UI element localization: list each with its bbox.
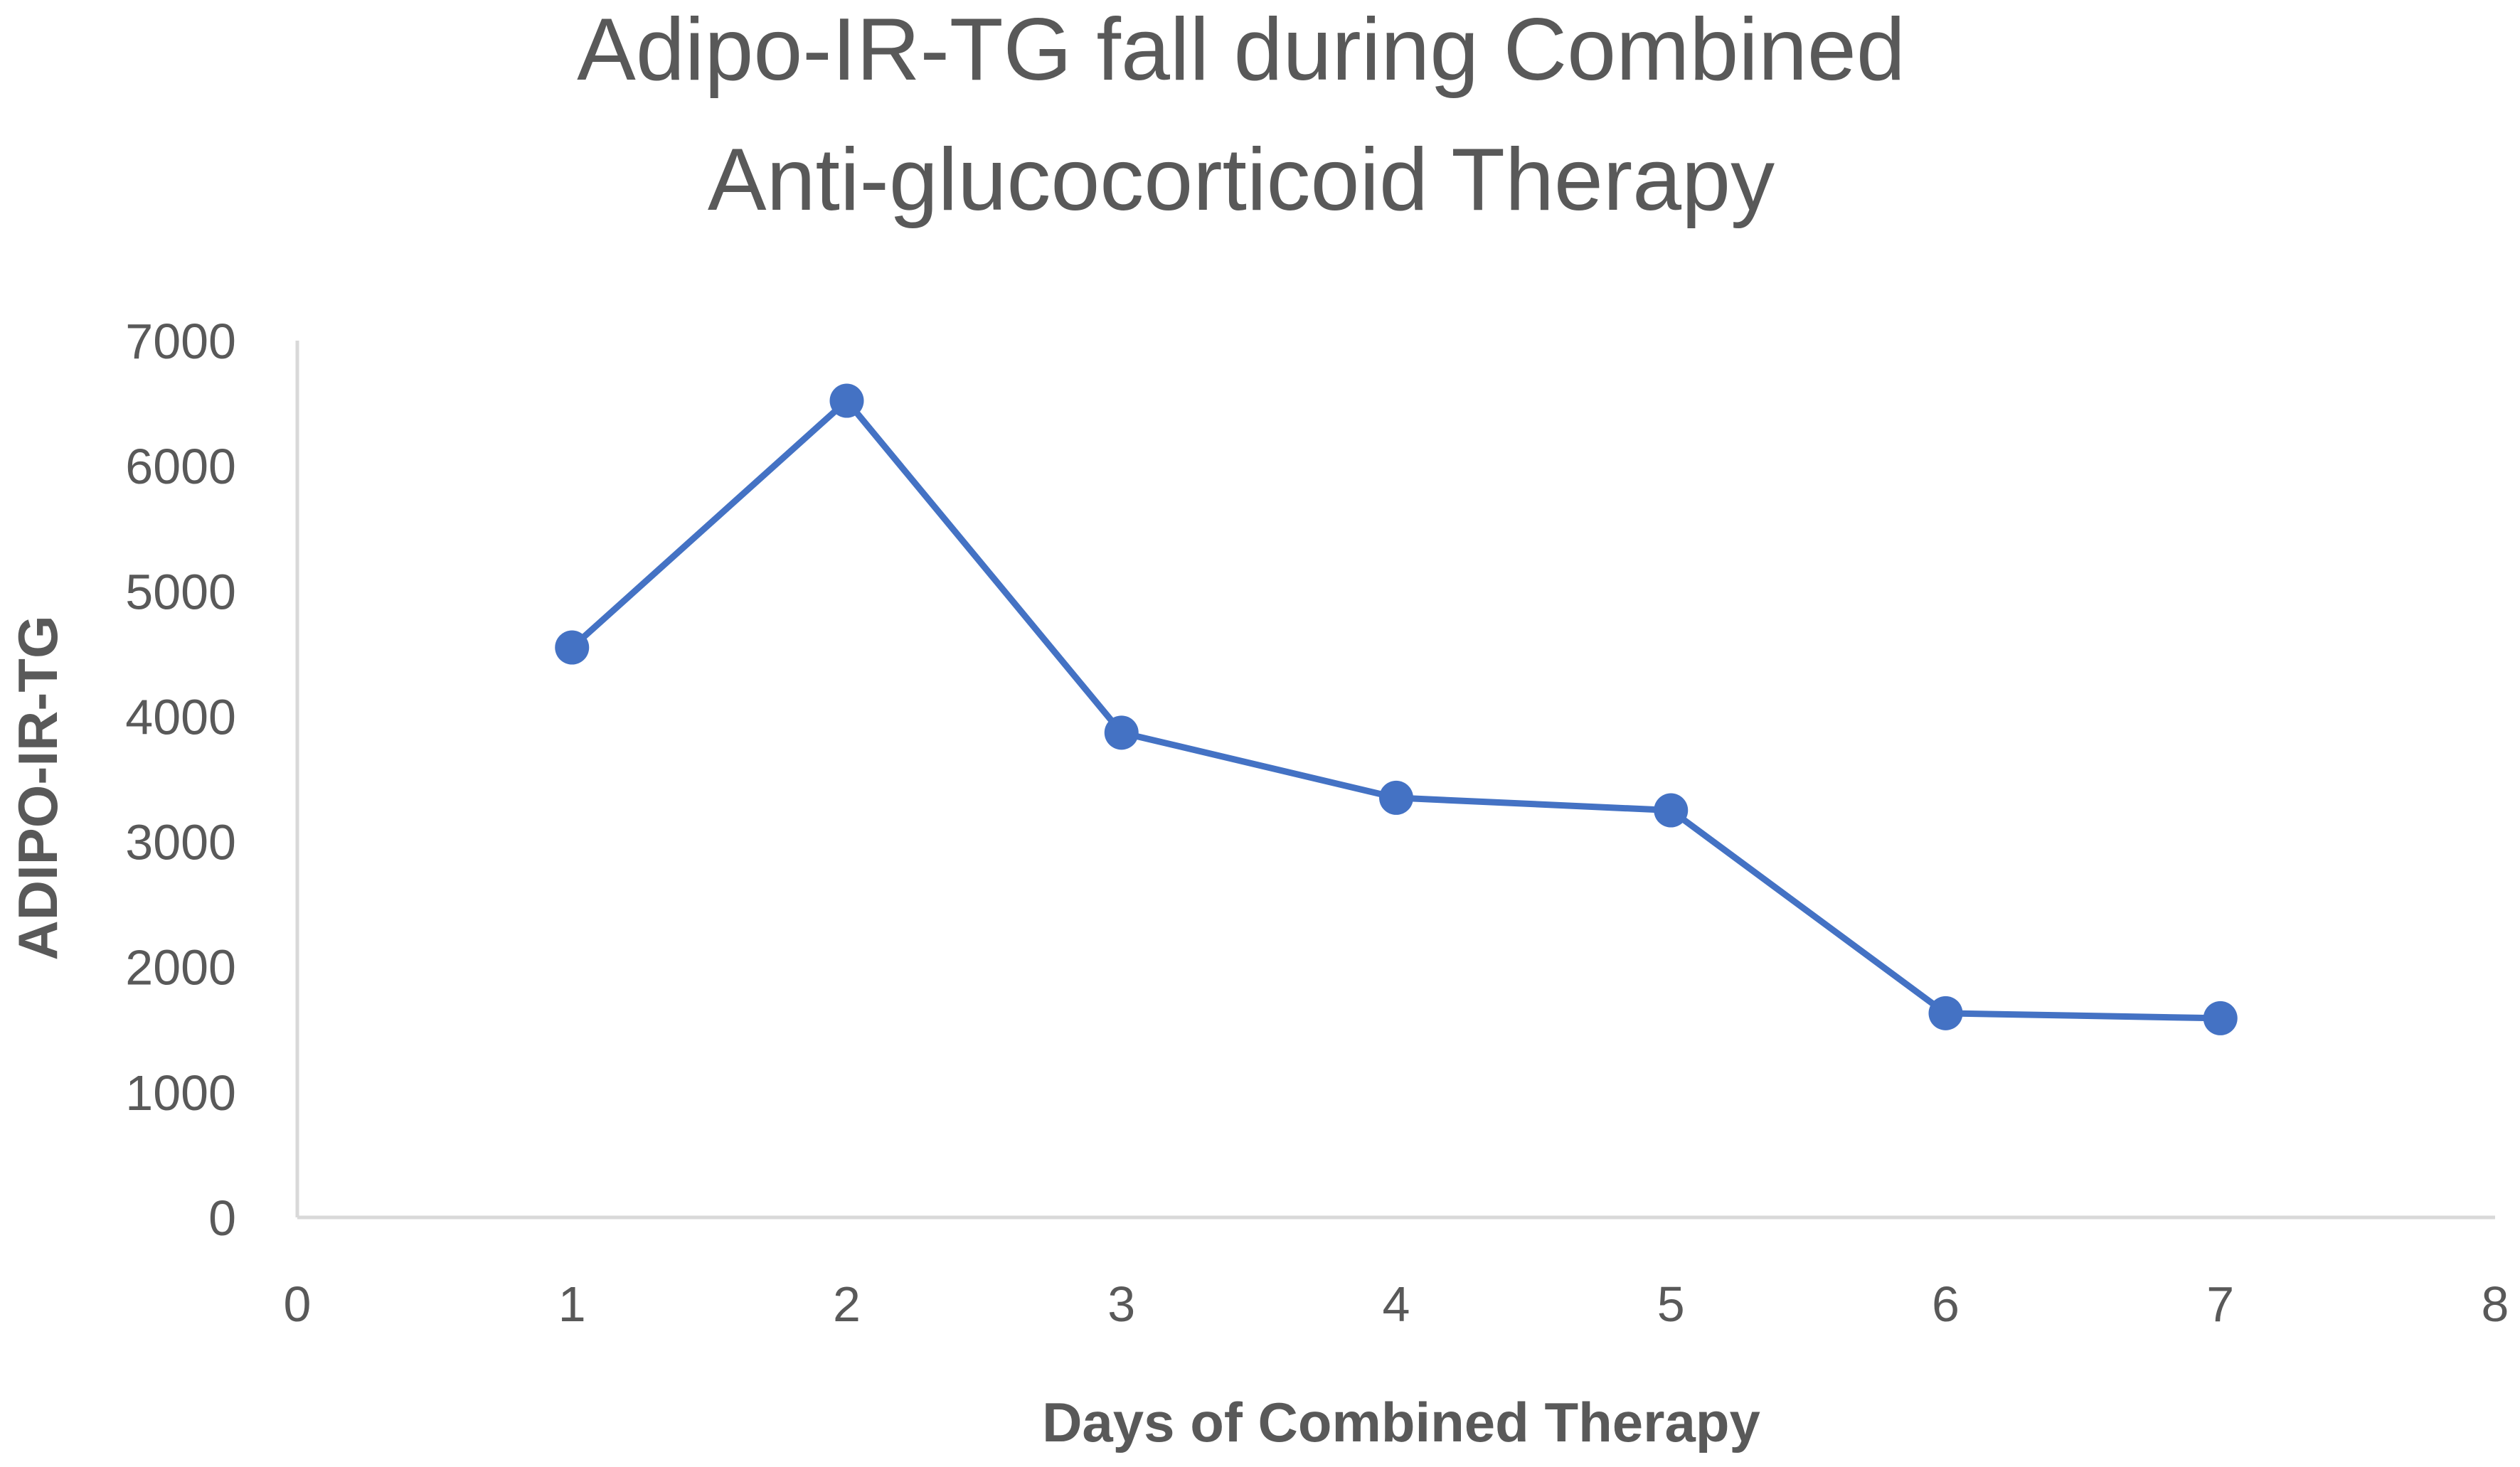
data-point [1654, 793, 1689, 828]
y-tick-label: 4000 [125, 689, 236, 745]
y-tick-labels: 0 1000 2000 3000 4000 5000 6000 7000 [125, 314, 236, 1246]
x-tick-label: 7 [2206, 1276, 2234, 1332]
data-point [2203, 1001, 2238, 1035]
data-point [555, 630, 590, 665]
chart-title-line-1: Adipo-IR-TG fall during Combined [577, 1, 1905, 99]
y-tick-label: 7000 [125, 314, 236, 369]
y-tick-label: 0 [208, 1190, 236, 1246]
data-point [1379, 780, 1413, 815]
y-axis-title: ADIPO-IR-TG [6, 615, 69, 960]
data-point [1928, 996, 1963, 1030]
y-tick-label: 2000 [125, 940, 236, 996]
x-tick-label: 3 [1107, 1276, 1135, 1332]
data-point [829, 383, 864, 418]
chart-title: Adipo-IR-TG fall during Combined Anti-gl… [577, 1, 1905, 229]
x-tick-label: 4 [1383, 1276, 1410, 1332]
chart-title-line-2: Anti-glucocorticoid Therapy [708, 131, 1775, 229]
y-tick-label: 6000 [125, 439, 236, 494]
x-tick-label: 1 [558, 1276, 586, 1332]
x-axis-title: Days of Combined Therapy [1042, 1391, 1760, 1453]
x-tick-label: 2 [833, 1276, 861, 1332]
data-point [1104, 715, 1139, 750]
y-tick-label: 5000 [125, 564, 236, 619]
y-tick-label: 1000 [125, 1065, 236, 1121]
x-tick-label: 6 [1932, 1276, 1960, 1332]
y-tick-label: 3000 [125, 815, 236, 870]
x-tick-label: 0 [284, 1276, 312, 1332]
x-tick-labels: 0 1 2 3 4 5 6 7 8 [284, 1276, 2509, 1332]
x-tick-label: 8 [2482, 1276, 2509, 1332]
series-layer [555, 383, 2238, 1035]
x-tick-label: 5 [1657, 1276, 1685, 1332]
